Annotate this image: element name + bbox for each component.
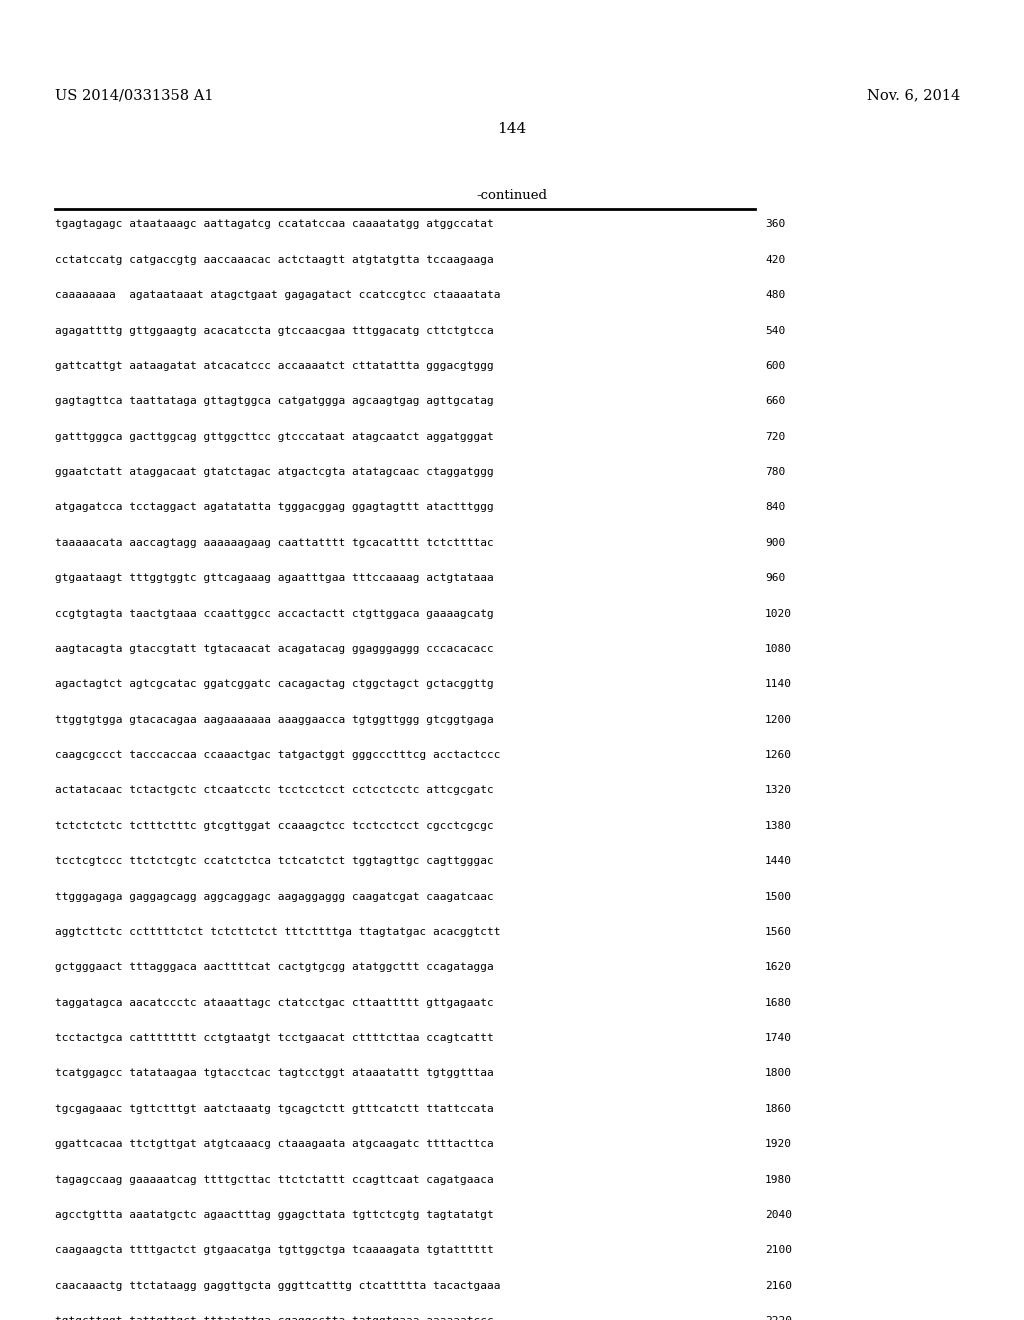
Text: 480: 480 [765, 290, 785, 300]
Text: 1860: 1860 [765, 1104, 792, 1114]
Text: 1320: 1320 [765, 785, 792, 796]
Text: 720: 720 [765, 432, 785, 442]
Text: aagtacagta gtaccgtatt tgtacaacat acagatacag ggagggaggg cccacacacc: aagtacagta gtaccgtatt tgtacaacat acagata… [55, 644, 494, 653]
Text: 1920: 1920 [765, 1139, 792, 1150]
Text: 1440: 1440 [765, 857, 792, 866]
Text: 1800: 1800 [765, 1068, 792, 1078]
Text: gtgaataagt tttggtggtc gttcagaaag agaatttgaa tttccaaaag actgtataaa: gtgaataagt tttggtggtc gttcagaaag agaattt… [55, 573, 494, 583]
Text: 1620: 1620 [765, 962, 792, 973]
Text: 360: 360 [765, 219, 785, 230]
Text: 1500: 1500 [765, 891, 792, 902]
Text: 1200: 1200 [765, 714, 792, 725]
Text: ttggtgtgga gtacacagaa aagaaaaaaa aaaggaacca tgtggttggg gtcggtgaga: ttggtgtgga gtacacagaa aagaaaaaaa aaaggaa… [55, 714, 494, 725]
Text: 2040: 2040 [765, 1210, 792, 1220]
Text: caagcgccct tacccaccaa ccaaactgac tatgactggt gggccctttcg acctactccc: caagcgccct tacccaccaa ccaaactgac tatgact… [55, 750, 501, 760]
Text: taggatagca aacatccctc ataaattagc ctatcctgac cttaattttt gttgagaatc: taggatagca aacatccctc ataaattagc ctatcct… [55, 998, 494, 1007]
Text: taaaaacata aaccagtagg aaaaaagaag caattatttt tgcacatttt tctcttttac: taaaaacata aaccagtagg aaaaaagaag caattat… [55, 537, 494, 548]
Text: 540: 540 [765, 326, 785, 335]
Text: 420: 420 [765, 255, 785, 265]
Text: cctatccatg catgaccgtg aaccaaacac actctaagtt atgtatgtta tccaagaaga: cctatccatg catgaccgtg aaccaaacac actctaa… [55, 255, 494, 265]
Text: tgagtagagc ataataaagc aattagatcg ccatatccaa caaaatatgg atggccatat: tgagtagagc ataataaagc aattagatcg ccatatc… [55, 219, 494, 230]
Text: caagaagcta ttttgactct gtgaacatga tgttggctga tcaaaagata tgtatttttt: caagaagcta ttttgactct gtgaacatga tgttggc… [55, 1245, 494, 1255]
Text: 2160: 2160 [765, 1280, 792, 1291]
Text: ccgtgtagta taactgtaaa ccaattggcc accactactt ctgttggaca gaaaagcatg: ccgtgtagta taactgtaaa ccaattggcc accacta… [55, 609, 494, 619]
Text: 1020: 1020 [765, 609, 792, 619]
Text: 1680: 1680 [765, 998, 792, 1007]
Text: gagtagttca taattataga gttagtggca catgatggga agcaagtgag agttgcatag: gagtagttca taattataga gttagtggca catgatg… [55, 396, 494, 407]
Text: tcctcgtccc ttctctcgtc ccatctctca tctcatctct tggtagttgc cagttgggac: tcctcgtccc ttctctcgtc ccatctctca tctcatc… [55, 857, 494, 866]
Text: 1080: 1080 [765, 644, 792, 653]
Text: 1380: 1380 [765, 821, 792, 830]
Text: Nov. 6, 2014: Nov. 6, 2014 [866, 88, 961, 102]
Text: tcctactgca catttttttt cctgtaatgt tcctgaacat cttttcttaa ccagtcattt: tcctactgca catttttttt cctgtaatgt tcctgaa… [55, 1034, 494, 1043]
Text: 2100: 2100 [765, 1245, 792, 1255]
Text: tagagccaag gaaaaatcag ttttgcttac ttctctattt ccagttcaat cagatgaaca: tagagccaag gaaaaatcag ttttgcttac ttctcta… [55, 1175, 494, 1184]
Text: tcatggagcc tatataagaa tgtacctcac tagtcctggt ataaatattt tgtggtttaa: tcatggagcc tatataagaa tgtacctcac tagtcct… [55, 1068, 494, 1078]
Text: tgcgagaaac tgttctttgt aatctaaatg tgcagctctt gtttcatctt ttattccata: tgcgagaaac tgttctttgt aatctaaatg tgcagct… [55, 1104, 494, 1114]
Text: gatttgggca gacttggcag gttggcttcc gtcccataat atagcaatct aggatgggat: gatttgggca gacttggcag gttggcttcc gtcccat… [55, 432, 494, 442]
Text: gctgggaact tttagggaca aacttttcat cactgtgcgg atatggcttt ccagatagga: gctgggaact tttagggaca aacttttcat cactgtg… [55, 962, 494, 973]
Text: tctctctctc tctttctttc gtcgttggat ccaaagctcc tcctcctcct cgcctcgcgc: tctctctctc tctttctttc gtcgttggat ccaaagc… [55, 821, 494, 830]
Text: 960: 960 [765, 573, 785, 583]
Text: 1260: 1260 [765, 750, 792, 760]
Text: ggaatctatt ataggacaat gtatctagac atgactcgta atatagcaac ctaggatggg: ggaatctatt ataggacaat gtatctagac atgactc… [55, 467, 494, 477]
Text: 1740: 1740 [765, 1034, 792, 1043]
Text: 660: 660 [765, 396, 785, 407]
Text: 1560: 1560 [765, 927, 792, 937]
Text: caaaaaaaa  agataataaat atagctgaat gagagatact ccatccgtcc ctaaaatata: caaaaaaaa agataataaat atagctgaat gagagat… [55, 290, 501, 300]
Text: agactagtct agtcgcatac ggatcggatc cacagactag ctggctagct gctacggttg: agactagtct agtcgcatac ggatcggatc cacagac… [55, 680, 494, 689]
Text: US 2014/0331358 A1: US 2014/0331358 A1 [55, 88, 213, 102]
Text: agcctgttta aaatatgctc agaactttag ggagcttata tgttctcgtg tagtatatgt: agcctgttta aaatatgctc agaactttag ggagctt… [55, 1210, 494, 1220]
Text: ttgggagaga gaggagcagg aggcaggagc aagaggaggg caagatcgat caagatcaac: ttgggagaga gaggagcagg aggcaggagc aagagga… [55, 891, 494, 902]
Text: agagattttg gttggaagtg acacatccta gtccaacgaa tttggacatg cttctgtcca: agagattttg gttggaagtg acacatccta gtccaac… [55, 326, 494, 335]
Text: caacaaactg ttctataagg gaggttgcta gggttcatttg ctcattttta tacactgaaa: caacaaactg ttctataagg gaggttgcta gggttca… [55, 1280, 501, 1291]
Text: -continued: -continued [476, 189, 548, 202]
Text: ggattcacaa ttctgttgat atgtcaaacg ctaaagaata atgcaagatc ttttacttca: ggattcacaa ttctgttgat atgtcaaacg ctaaaga… [55, 1139, 494, 1150]
Text: actatacaac tctactgctc ctcaatcctc tcctcctcct cctcctcctc attcgcgatc: actatacaac tctactgctc ctcaatcctc tcctcct… [55, 785, 494, 796]
Text: tgtgcttggt tattgttgct tttatattga cgaggcctta tatggtgaaa aaaaaatccc: tgtgcttggt tattgttgct tttatattga cgaggcc… [55, 1316, 494, 1320]
Text: 2220: 2220 [765, 1316, 792, 1320]
Text: 1980: 1980 [765, 1175, 792, 1184]
Text: 840: 840 [765, 503, 785, 512]
Text: 780: 780 [765, 467, 785, 477]
Text: 1140: 1140 [765, 680, 792, 689]
Text: 600: 600 [765, 360, 785, 371]
Text: 900: 900 [765, 537, 785, 548]
Text: aggtcttctc cctttttctct tctcttctct tttcttttga ttagtatgac acacggtctt: aggtcttctc cctttttctct tctcttctct tttctt… [55, 927, 501, 937]
Text: gattcattgt aataagatat atcacatccc accaaaatct cttatattta gggacgtggg: gattcattgt aataagatat atcacatccc accaaaa… [55, 360, 494, 371]
Text: atgagatcca tcctaggact agatatatta tgggacggag ggagtagttt atactttggg: atgagatcca tcctaggact agatatatta tgggacg… [55, 503, 494, 512]
Text: 144: 144 [498, 123, 526, 136]
